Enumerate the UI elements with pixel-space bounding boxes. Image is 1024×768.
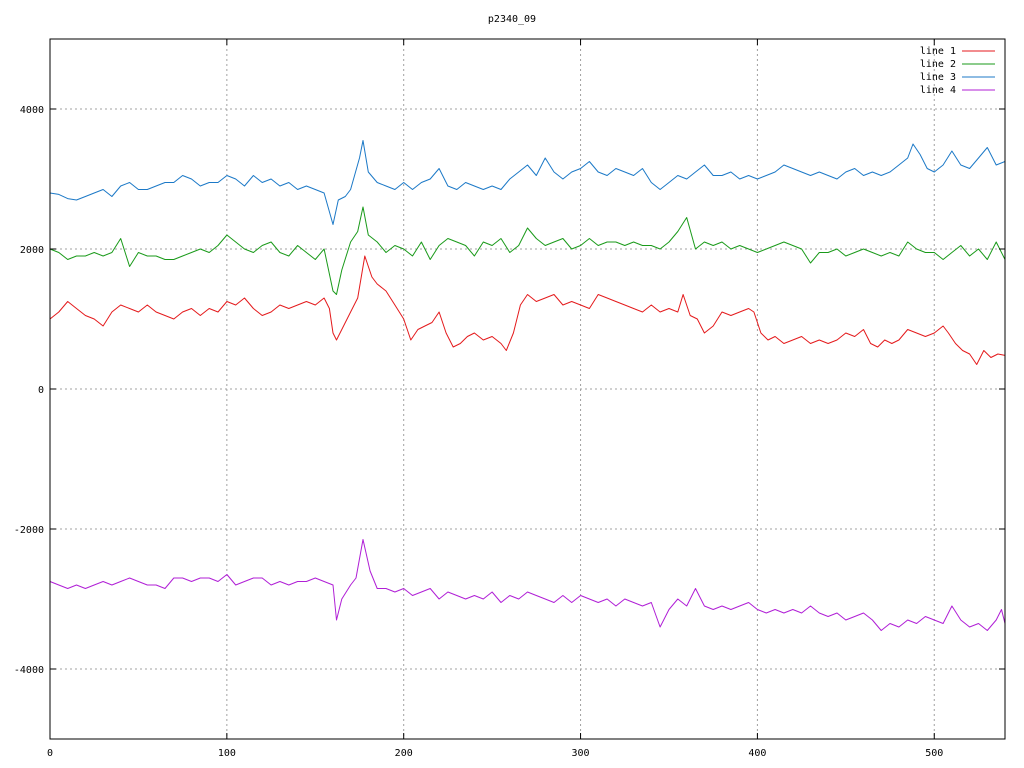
chart-title: p2340_09 (488, 14, 536, 25)
x-tick-label: 400 (748, 748, 766, 759)
series-line-2 (49, 206, 1006, 295)
axis-ticks: 0 100 200 300 400 500 -4000 -2000 0 2000 4000 (14, 39, 1005, 759)
series-line-3 (49, 140, 1006, 225)
y-tick-label: -2000 (14, 525, 44, 536)
y-tick-label: -4000 (14, 665, 44, 676)
x-tick-label: 0 (47, 748, 53, 759)
series-line-4 (49, 539, 1006, 631)
legend-label: line 2 (920, 59, 956, 70)
y-tick-label: 2000 (20, 245, 44, 256)
x-tick-label: 200 (395, 748, 413, 759)
x-tick-label: 300 (572, 748, 590, 759)
legend: line 1 line 2 line 3 line 4 (920, 46, 995, 96)
series-line-1 (49, 255, 1006, 365)
grid-lines (50, 39, 1005, 739)
legend-label: line 1 (920, 46, 956, 57)
y-tick-label: 0 (38, 385, 44, 396)
series-lines (49, 140, 1006, 631)
x-tick-label: 500 (925, 748, 943, 759)
x-tick-label: 100 (218, 748, 236, 759)
legend-label: line 3 (920, 72, 956, 83)
legend-label: line 4 (920, 85, 956, 96)
y-tick-label: 4000 (20, 105, 44, 116)
